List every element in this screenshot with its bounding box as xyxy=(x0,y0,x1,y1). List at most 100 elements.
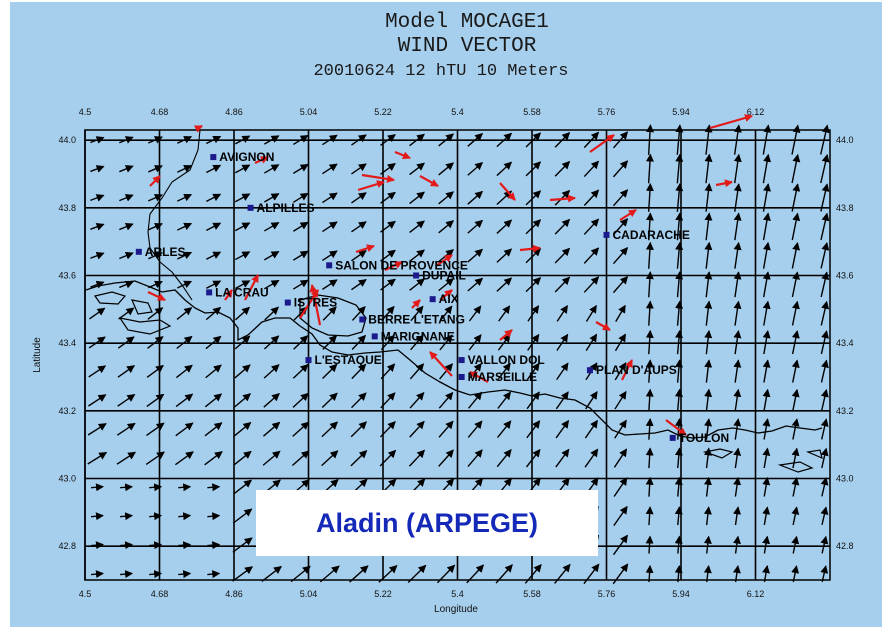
wind-arrow xyxy=(292,250,309,261)
wind-arrow xyxy=(235,306,251,321)
wind-arrow xyxy=(762,183,771,212)
wind-arrow xyxy=(614,390,627,410)
wind-arrow xyxy=(733,506,742,526)
wind-arrow xyxy=(468,334,482,351)
wind-arrow xyxy=(148,222,163,231)
wind-arrow xyxy=(204,393,223,408)
wind-arrow xyxy=(583,276,600,293)
wind-arrow xyxy=(585,333,598,352)
wind-arrow xyxy=(645,300,654,326)
wind-arrow xyxy=(120,541,134,550)
wind-arrow xyxy=(379,449,397,467)
wind-arrow xyxy=(149,570,163,579)
wind-arrow xyxy=(409,392,425,409)
etang-de-berre xyxy=(299,294,367,337)
wind-arrow xyxy=(791,330,800,355)
wind-arrow xyxy=(149,483,163,492)
wind-arrow xyxy=(820,565,829,583)
wind-arrow xyxy=(263,193,280,203)
observed-wind-arrow xyxy=(309,284,322,326)
wind-arrow xyxy=(90,570,104,579)
observed-wind-arrow xyxy=(419,175,439,187)
wind-arrow xyxy=(90,541,104,550)
wind-arrow xyxy=(292,363,309,379)
wind-arrow xyxy=(704,418,713,440)
wind-arrow xyxy=(322,279,338,290)
tick-label-lat-left: 43.4 xyxy=(58,338,76,348)
wind-arrow xyxy=(791,388,800,412)
wind-arrow xyxy=(380,163,396,175)
wind-arrow xyxy=(733,241,742,269)
wind-arrow xyxy=(262,450,281,466)
wind-arrow xyxy=(119,136,134,144)
wind-arrow xyxy=(704,329,713,355)
tick-label-lon-bottom: 5.94 xyxy=(672,589,690,599)
wind-arrow xyxy=(409,278,425,291)
wind-arrow xyxy=(380,220,396,233)
wind-arrow xyxy=(583,218,600,235)
wind-arrow xyxy=(380,363,396,380)
wind-arrow xyxy=(526,420,541,439)
wind-arrow xyxy=(232,566,254,582)
wind-arrow xyxy=(704,183,713,212)
wind-arrow xyxy=(585,391,598,410)
wind-arrow xyxy=(733,212,742,241)
wind-arrow xyxy=(90,136,105,144)
wind-arrow xyxy=(820,447,829,469)
station-label: CADARACHE xyxy=(613,228,690,242)
wind-arrow xyxy=(762,418,771,440)
overlay-label-box: Aladin (ARPEGE) xyxy=(256,490,598,556)
wind-arrow xyxy=(90,251,105,260)
tick-label-lon-bottom: 5.58 xyxy=(523,589,541,599)
station-label: AVIGNON xyxy=(219,150,274,164)
wind-arrow xyxy=(820,153,830,184)
wind-arrow xyxy=(791,476,800,497)
wind-arrow xyxy=(90,512,104,521)
wind-arrow xyxy=(820,242,830,269)
tick-label-lon-top: 4.5 xyxy=(79,107,92,117)
tick-label-lon-bottom: 6.12 xyxy=(747,589,765,599)
wind-arrow xyxy=(675,124,684,155)
wind-arrow xyxy=(146,393,165,407)
wind-arrow xyxy=(525,448,541,468)
station-label: MARSEILLE xyxy=(468,370,537,384)
tick-label-lon-top: 5.04 xyxy=(300,107,318,117)
wind-arrow xyxy=(407,564,427,583)
observed-wind-arrow xyxy=(149,175,161,187)
observed-wind-arrow xyxy=(519,244,541,253)
wind-arrow xyxy=(496,420,512,439)
station-layer: AVIGNON ALPILLES ARLES CADARACHE SALON DE PR… xyxy=(135,150,729,445)
wind-arrow xyxy=(496,277,513,292)
wind-arrow xyxy=(733,124,742,155)
wind-arrow xyxy=(612,563,629,585)
wind-arrow xyxy=(645,388,654,412)
wind-arrow xyxy=(291,450,310,466)
wind-arrow xyxy=(496,248,513,263)
wind-arrow xyxy=(263,135,280,145)
wind-arrow xyxy=(615,304,626,322)
wind-arrow xyxy=(791,535,800,554)
wind-arrow xyxy=(762,330,771,355)
wind-arrow xyxy=(438,220,455,234)
wind-arrow xyxy=(148,280,163,289)
wind-arrow xyxy=(762,565,770,583)
wind-arrow xyxy=(645,476,654,497)
wind-arrow xyxy=(233,450,252,466)
wind-arrow xyxy=(762,535,771,554)
station-label: L'ESTAQUE xyxy=(315,353,382,367)
wind-arrow xyxy=(439,334,453,351)
wind-arrow xyxy=(524,563,542,584)
wind-arrow xyxy=(732,564,741,583)
wind-arrow xyxy=(120,512,134,521)
wind-arrow xyxy=(820,535,829,554)
wind-arrow xyxy=(292,192,309,203)
wind-arrow xyxy=(645,506,654,526)
wind-arrow xyxy=(232,537,253,553)
tick-label-lat-right: 44.0 xyxy=(836,135,854,145)
wind-arrow xyxy=(614,362,627,381)
wind-arrow xyxy=(178,570,192,579)
wind-arrow xyxy=(148,136,163,144)
wind-arrow xyxy=(87,423,107,436)
station-label: LA CRAU xyxy=(215,285,269,299)
wind-arrow xyxy=(177,136,193,144)
